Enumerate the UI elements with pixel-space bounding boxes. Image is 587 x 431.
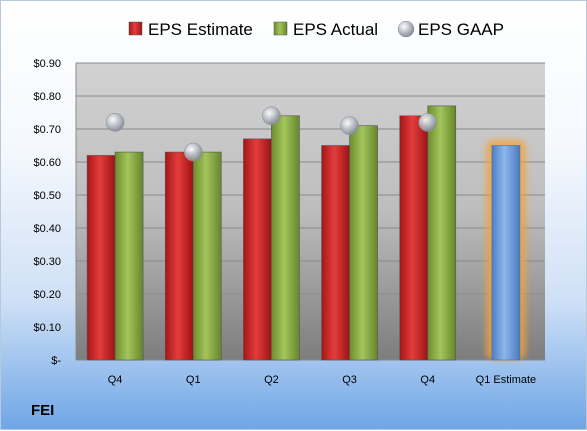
- y-tick-label: $0.50: [33, 190, 61, 202]
- y-tick-label: $0.70: [33, 124, 61, 136]
- y-tick-label: $0.30: [33, 256, 61, 268]
- legend-label: EPS GAAP: [418, 20, 504, 39]
- eps-gaap-point: [262, 106, 281, 126]
- eps-actual-bar: [192, 151, 222, 361]
- y-axis: $- $0.10 $0.20 $0.30 $0.40 $0.50 $0.60 $0.70 $0.…: [33, 58, 77, 367]
- eps-actual-bar: [427, 105, 457, 361]
- eps-estimate-bar: [86, 155, 116, 361]
- legend-label: EPS Actual: [293, 20, 378, 39]
- x-tick-label: Q3: [342, 374, 357, 386]
- eps-actual-bar: [349, 125, 378, 361]
- legend-swatch: [128, 21, 143, 36]
- eps-estimate-bar: [321, 145, 350, 361]
- legend-swatch: [397, 20, 415, 38]
- y-tick-label: $0.90: [33, 58, 61, 70]
- gridlines: [76, 62, 545, 361]
- y-tick-label: $0.20: [33, 289, 61, 301]
- bar-marks: [86, 105, 526, 361]
- y-tick-label: $-: [51, 355, 61, 367]
- eps-estimate-bar: [243, 138, 272, 361]
- x-axis: Q4 Q1 Q2 Q3 Q4 Q1 Estimate: [108, 374, 536, 386]
- legend-swatch: [273, 21, 288, 36]
- x-tick-label: Q4: [420, 374, 435, 386]
- eps-actual-bar: [114, 151, 144, 361]
- eps-estimate-bar: [164, 151, 194, 361]
- eps-actual-bar: [271, 115, 300, 361]
- legend-label: EPS Estimate: [148, 20, 253, 39]
- x-tick-label: Q1 Estimate: [476, 374, 537, 386]
- x-tick-label: Q4: [108, 374, 123, 386]
- x-tick-label: Q1: [186, 374, 201, 386]
- legend: EPS Estimate EPS Actual EPS GAAP: [128, 20, 504, 39]
- x-tick-label: Q2: [264, 374, 279, 386]
- y-tick-label: $0.60: [33, 157, 61, 169]
- y-tick-label: $0.40: [33, 223, 61, 235]
- y-tick-label: $0.80: [33, 91, 61, 103]
- eps-gaap-point: [183, 142, 203, 162]
- eps-gaap-point: [105, 113, 125, 132]
- eps-gaap-point: [418, 113, 438, 132]
- eps-forecast-bar: [491, 145, 521, 361]
- eps-estimate-bar: [399, 115, 429, 361]
- y-tick-label: $0.10: [33, 322, 61, 334]
- ticker-label: FEI: [31, 402, 55, 419]
- plot-area: [76, 63, 545, 360]
- eps-gaap-point: [340, 116, 359, 135]
